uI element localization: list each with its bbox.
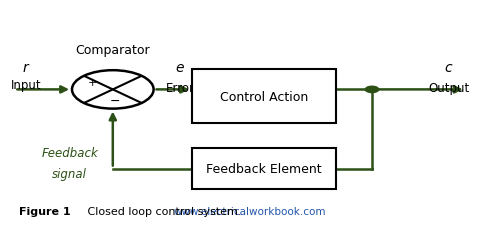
Text: −: − [109,95,120,108]
Text: $e$: $e$ [175,61,185,74]
Bar [192,70,336,124]
Text: Comparator: Comparator [75,44,150,57]
Text: signal: signal [52,167,87,180]
Text: Feedback Element: Feedback Element [206,162,322,175]
Text: Control Action: Control Action [220,90,308,103]
Text: Closed loop control system.: Closed loop control system. [84,206,241,216]
Text: Feedback: Feedback [41,146,98,160]
Text: $r$: $r$ [22,61,31,74]
Bar [192,148,336,189]
Text: Figure 1: Figure 1 [19,206,71,216]
Text: Error: Error [166,81,194,94]
Text: www.electricalworkbook.com: www.electricalworkbook.com [173,207,326,216]
Text: $c$: $c$ [444,61,454,74]
Circle shape [72,71,154,109]
Circle shape [365,87,379,93]
Text: Input: Input [11,79,42,92]
Text: +: + [88,78,97,88]
Text: Output: Output [428,81,469,94]
